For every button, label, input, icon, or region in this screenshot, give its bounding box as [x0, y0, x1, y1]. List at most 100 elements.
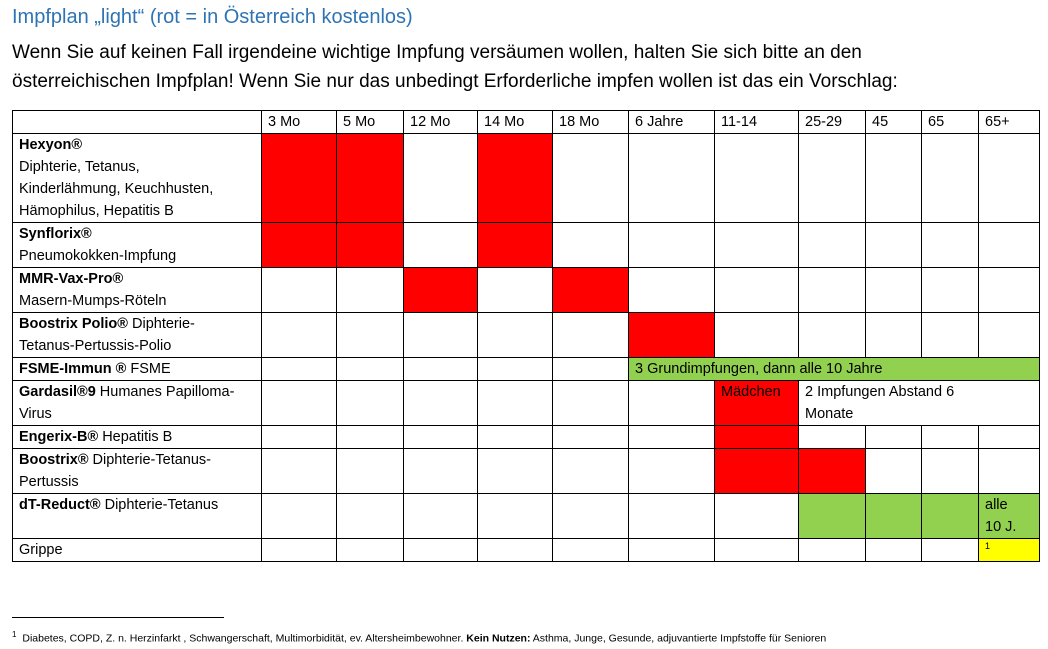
schedule-cell: [714, 312, 799, 358]
schedule-cell: [865, 538, 922, 562]
table-row: Synflorix® Pneumokokken-Impfung: [12, 222, 1040, 268]
schedule-cell: [798, 425, 866, 449]
schedule-cell: [477, 425, 553, 449]
table-row: Grippe 1: [12, 538, 1040, 562]
vaccine-description: Pneumokokken-Impfung: [19, 248, 177, 264]
schedule-cell-free: [714, 448, 799, 494]
schedule-cell: [403, 380, 478, 426]
schedule-cell-free: [336, 222, 404, 268]
schedule-cell: [403, 222, 478, 268]
intro-text: Wenn Sie auf keinen Fall irgendeine wich…: [12, 38, 1042, 96]
column-header: 25-29: [798, 110, 866, 134]
vaccine-cell: Hexyon® Diphterie, Tetanus, Kinderlähmung,…: [12, 133, 262, 223]
schedule-cell: [865, 312, 922, 358]
note-line: Monate: [805, 406, 854, 422]
schedule-cell: [978, 222, 1040, 268]
schedule-cell: [403, 538, 478, 562]
schedule-cell: [978, 312, 1040, 358]
page-title: Impfplan „light“ (rot = in Österreich ko…: [12, 6, 413, 28]
schedule-cell: [921, 425, 979, 449]
schedule-cell: [865, 267, 922, 313]
schedule-cell: [552, 493, 629, 539]
schedule-cell: [628, 425, 715, 449]
schedule-cell: [628, 267, 715, 313]
schedule-cell: [978, 448, 1040, 494]
vaccination-table: 3 Mo 5 Mo 12 Mo 14 Mo 18 Mo 6 Jahre 11-1…: [12, 110, 1040, 562]
schedule-cell: [552, 448, 629, 494]
intro-line: österreichischen Impfplan! Wenn Sie nur …: [12, 71, 898, 92]
vaccine-description: Diphterie-Tetanus: [100, 497, 219, 513]
schedule-cell-highlight: 1: [978, 538, 1040, 562]
table-row: Gardasil®9 Humanes Papilloma- Virus Mädch…: [12, 380, 1040, 426]
schedule-cell: [552, 357, 629, 381]
schedule-cell-free: [336, 133, 404, 223]
schedule-cell: [628, 493, 715, 539]
schedule-cell-free: [477, 222, 553, 268]
schedule-cell-free: [798, 448, 866, 494]
schedule-cell: [477, 380, 553, 426]
vaccine-cell: Boostrix® Diphterie-Tetanus- Pertussis: [12, 448, 262, 494]
schedule-cell: [798, 267, 866, 313]
column-header: 14 Mo: [477, 110, 553, 134]
vaccine-cell: Gardasil®9 Humanes Papilloma- Virus: [12, 380, 262, 426]
schedule-cell-recommended: [798, 493, 866, 539]
vaccine-cell: MMR-Vax-Pro® Masern-Mumps-Röteln: [12, 267, 262, 313]
column-header: 5 Mo: [336, 110, 404, 134]
schedule-cell: [978, 133, 1040, 223]
vaccine-cell: Boostrix Polio® Diphterie- Tetanus-Pertus…: [12, 312, 262, 358]
vaccine-cell: dT-Reduct® Diphterie-Tetanus: [12, 493, 262, 539]
schedule-cell: [865, 425, 922, 449]
table-row: Boostrix Polio® Diphterie- Tetanus-Pertus…: [12, 312, 1040, 358]
schedule-cell: [403, 357, 478, 381]
schedule-cell: [336, 380, 404, 426]
footnote-separator: [12, 617, 224, 618]
schedule-cell: [336, 493, 404, 539]
intro-line: Wenn Sie auf keinen Fall irgendeine wich…: [12, 42, 862, 63]
vaccine-description: Diphterie-: [127, 316, 195, 332]
column-header: 65+: [978, 110, 1040, 134]
schedule-cell-free: [261, 133, 337, 223]
schedule-cell: [714, 133, 799, 223]
schedule-cell-recommended: alle 10 J.: [978, 493, 1040, 539]
vaccine-name: Boostrix®: [19, 452, 89, 468]
schedule-span-note: 3 Grundimpfungen, dann alle 10 Jahre: [628, 357, 1040, 381]
schedule-cell: [714, 538, 799, 562]
schedule-cell: [477, 312, 553, 358]
vaccine-name: dT-Reduct®: [19, 497, 101, 513]
schedule-span-note: 2 Impfungen Abstand 6 Monate: [798, 380, 1040, 426]
schedule-cell: [978, 425, 1040, 449]
schedule-cell: [552, 222, 629, 268]
schedule-cell-recommended: [921, 493, 979, 539]
note-line: 10 J.: [985, 519, 1017, 535]
footnote-bold: Kein Nutzen:: [466, 632, 531, 645]
table-row: MMR-Vax-Pro® Masern-Mumps-Röteln: [12, 267, 1040, 313]
schedule-cell: [552, 425, 629, 449]
schedule-cell-recommended: [865, 493, 922, 539]
table-row: Engerix-B® Hepatitis B: [12, 425, 1040, 449]
note-line: 2 Impfungen Abstand 6: [805, 384, 955, 400]
vaccine-description: Masern-Mumps-Röteln: [19, 293, 167, 309]
schedule-cell: [477, 448, 553, 494]
schedule-cell: [628, 133, 715, 223]
schedule-cell-free: [628, 312, 715, 358]
schedule-cell: [403, 448, 478, 494]
schedule-cell: [477, 267, 553, 313]
vaccine-name: Boostrix Polio®: [19, 316, 128, 332]
table-row: Hexyon® Diphterie, Tetanus, Kinderlähmung,…: [12, 133, 1040, 223]
note-line: alle: [985, 497, 1008, 513]
schedule-cell: [261, 312, 337, 358]
schedule-cell: [865, 222, 922, 268]
schedule-cell: [403, 425, 478, 449]
vaccine-description: Tetanus-Pertussis-Polio: [19, 338, 172, 354]
footnote-mark: 1: [985, 541, 991, 551]
vaccine-description: Pertussis: [19, 474, 79, 490]
schedule-cell: [798, 133, 866, 223]
schedule-cell: [477, 538, 553, 562]
schedule-cell: [921, 312, 979, 358]
schedule-cell: [628, 380, 715, 426]
header-row: 3 Mo 5 Mo 12 Mo 14 Mo 18 Mo 6 Jahre 11-1…: [12, 110, 1040, 134]
vaccine-description: Hämophilus, Hepatitis B: [19, 203, 174, 219]
schedule-cell-free: [714, 425, 799, 449]
schedule-cell: [261, 357, 337, 381]
schedule-cell-free: [403, 267, 478, 313]
